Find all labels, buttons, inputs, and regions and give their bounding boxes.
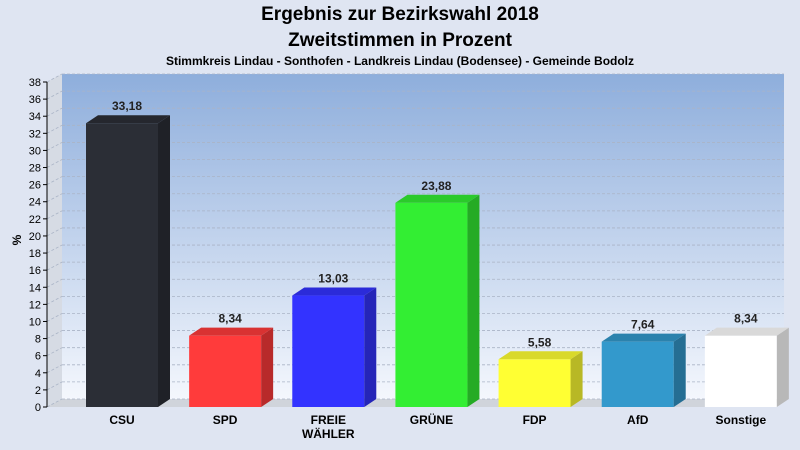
x-tick-label: Sonstige — [716, 413, 767, 427]
bar-front — [395, 202, 468, 407]
bar — [189, 327, 274, 407]
y-tick-label: 32 — [29, 128, 41, 140]
y-axis-label: % — [10, 234, 24, 245]
y-tick-label: 16 — [29, 265, 41, 277]
chart-subtitle-2: Stimmkreis Lindau - Sonthofen - Landkrei… — [165, 54, 635, 68]
bar-top — [189, 327, 274, 336]
bar-top — [498, 351, 583, 360]
bar-side — [467, 194, 480, 407]
bar — [704, 327, 789, 407]
y-tick-label: 12 — [29, 299, 41, 311]
gridline-side — [46, 278, 63, 288]
gridline-side — [46, 364, 63, 374]
bar — [395, 194, 480, 407]
bar-top — [704, 327, 789, 336]
gridline-side — [46, 193, 63, 203]
bar-front — [498, 359, 571, 407]
gridline-side — [46, 176, 63, 185]
gridline-side — [46, 142, 63, 151]
gridline-side — [46, 330, 63, 339]
bar-value-label: 33,18 — [112, 99, 142, 113]
gridline-side — [46, 398, 63, 408]
gridline-side — [46, 381, 63, 391]
y-tick-label: 30 — [29, 145, 41, 157]
bar-side — [158, 115, 170, 407]
bar-side — [364, 287, 377, 407]
gridline-side — [46, 124, 63, 134]
x-tick-label: CSU — [109, 413, 134, 427]
x-tick-label: SPD — [213, 413, 238, 427]
bar-top — [292, 287, 377, 296]
bar-side — [570, 351, 583, 407]
y-tick-label: 38 — [29, 77, 41, 89]
gridline-side — [46, 107, 63, 117]
gridline-side — [46, 159, 63, 168]
y-tick-label: 8 — [35, 334, 41, 346]
bar-front — [86, 123, 158, 407]
bar-front — [704, 335, 777, 407]
bar-value-label: 5,58 — [528, 335, 552, 349]
chart-title: Ergebnis zur Bezirkswahl 2018 — [261, 4, 539, 25]
y-tick-label: 26 — [29, 180, 41, 192]
y-tick-label: 14 — [29, 282, 41, 294]
bar-value-label: 8,34 — [734, 312, 758, 326]
y-tick-label: 36 — [29, 94, 41, 106]
y-tick-label: 22 — [29, 214, 41, 226]
x-tick-label: WÄHLER — [302, 426, 355, 441]
x-tick-label: AfD — [627, 413, 649, 427]
y-tick-label: 34 — [29, 111, 41, 123]
chart-subtitle: Zweitstimmen in Prozent — [288, 30, 512, 51]
plot-side-wall — [47, 74, 62, 407]
gridline-side — [46, 261, 63, 271]
x-tick-label: FREIE — [311, 413, 346, 427]
y-tick-label: 28 — [29, 163, 41, 175]
gridline-side — [46, 313, 63, 322]
gridline-side — [46, 73, 63, 83]
bar-front — [601, 341, 674, 407]
y-tick-label: 20 — [29, 231, 41, 243]
y-tick-label: 0 — [35, 402, 41, 414]
gridline-side — [46, 244, 63, 254]
bar-value-label: 13,03 — [318, 272, 348, 286]
bar-value-label: 7,64 — [631, 318, 655, 332]
bar-side — [776, 327, 789, 407]
y-tick-label: 4 — [35, 368, 41, 380]
gridline-side — [46, 296, 63, 305]
bar-front — [189, 335, 262, 407]
bar-side — [673, 333, 686, 407]
y-tick-label: 18 — [29, 248, 41, 260]
bar-top — [86, 115, 170, 124]
x-tick-label: FDP — [523, 413, 547, 427]
gridline-side — [46, 210, 63, 220]
bar — [498, 351, 583, 407]
gridline-side — [46, 90, 63, 100]
y-tick-label: 6 — [35, 351, 41, 363]
y-tick-label: 10 — [29, 316, 41, 328]
gridline-side — [46, 347, 63, 357]
bar-top — [601, 333, 686, 342]
bar-value-label: 8,34 — [218, 312, 242, 326]
bar-front — [292, 295, 365, 407]
bar — [292, 287, 377, 407]
bar-side — [261, 327, 274, 407]
bar — [601, 333, 686, 407]
bar-top — [395, 194, 480, 203]
x-tick-label: GRÜNE — [410, 412, 453, 427]
y-tick-label: 2 — [35, 385, 41, 397]
gridline-side — [46, 227, 63, 237]
bar — [86, 115, 170, 407]
bar-value-label: 23,88 — [421, 179, 451, 193]
y-tick-label: 24 — [29, 197, 41, 209]
